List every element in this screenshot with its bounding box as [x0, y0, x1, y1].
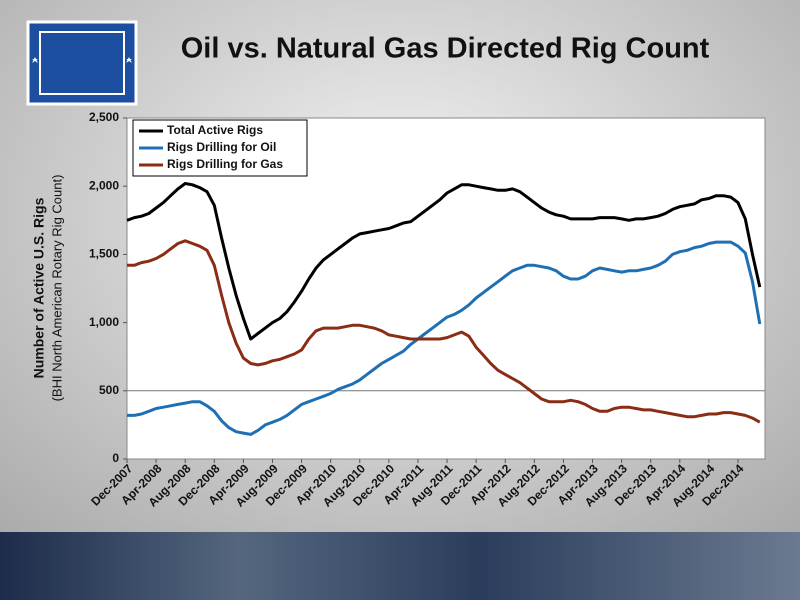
y-tick-label: 2,500	[89, 110, 119, 124]
photo-strip	[0, 532, 800, 600]
legend-label: Total Active Rigs	[167, 123, 263, 137]
series-line	[127, 239, 761, 424]
chart-title: Oil vs. Natural Gas Directed Rig Count	[181, 33, 710, 65]
legend-label: Rigs Drilling for Gas	[167, 157, 283, 171]
logo	[26, 20, 138, 106]
y-axis-subtitle: (BHI North American Rotary Rig Count)	[49, 175, 64, 402]
y-axis-title: Number of Active U.S. Rigs	[31, 197, 47, 378]
y-tick-label: 0	[112, 451, 119, 465]
legend-label: Rigs Drilling for Oil	[167, 140, 276, 154]
y-tick-label: 500	[99, 383, 119, 397]
series-line	[126, 182, 762, 341]
y-tick-label: 2,000	[89, 178, 119, 192]
y-tick-label: 1,500	[89, 247, 119, 261]
series-line	[127, 240, 762, 436]
y-tick-label: 1,000	[89, 315, 119, 329]
